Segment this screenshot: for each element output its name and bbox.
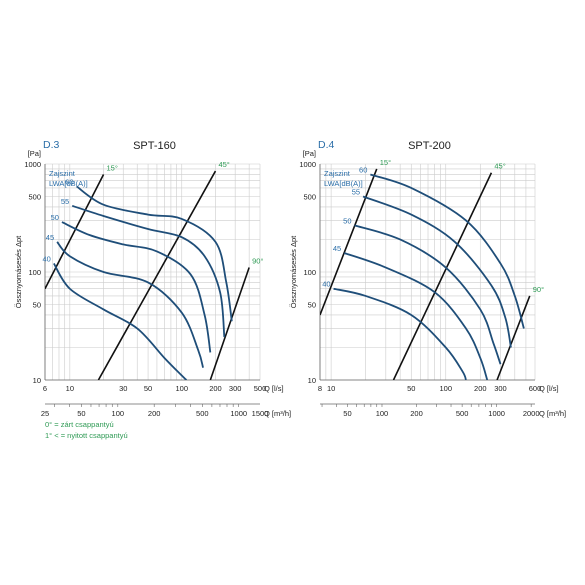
x-tick-label: 500 <box>254 384 267 393</box>
x2-tick-label: 500 <box>196 409 209 418</box>
grid <box>319 163 536 381</box>
noise-label-50: 50 <box>51 213 59 222</box>
legend-sub: LWA[dB(A)] <box>324 179 363 188</box>
x2-tick-label: 200 <box>148 409 161 418</box>
noise-label-60: 60 <box>65 177 73 186</box>
noise-label-45: 45 <box>333 244 341 253</box>
noise-label-55: 55 <box>61 197 69 206</box>
x2-axis-label: Q [m³/h] <box>539 409 566 418</box>
damper-notes: 0° = zárt csappantyú 1° < = nyitott csap… <box>45 420 128 440</box>
chart-panel-spt-160: D.3 SPT-160 [Pa] Össznyomásesés Δpt 10 50 100 5… <box>14 139 291 418</box>
x-tick-label: 50 <box>144 384 152 393</box>
x-tick-label: 30 <box>119 384 127 393</box>
x-tick-label: 100 <box>176 384 189 393</box>
damper-line-1 <box>392 172 493 380</box>
noise-curve-55 <box>71 204 226 338</box>
damper-line-0 <box>320 168 378 316</box>
damper-line-2 <box>496 295 531 380</box>
x-tick-label: 8 <box>318 384 322 393</box>
legend-sub: LWA[dB(A)] <box>49 179 88 188</box>
y-tick-label: 1000 <box>24 160 41 169</box>
plot-area <box>45 170 250 380</box>
x2-tick-label: 50 <box>343 409 351 418</box>
x2-tick-label: 2000 <box>523 409 540 418</box>
y-tick-label: 50 <box>308 301 316 310</box>
noise-curve-55 <box>362 195 512 348</box>
x-axis-label: Q [l/s] <box>539 384 559 393</box>
x-tick-label: 10 <box>66 384 74 393</box>
x-tick-label: 200 <box>474 384 487 393</box>
noise-curve-60 <box>370 173 525 329</box>
x2-tick-label: 1000 <box>230 409 247 418</box>
x2-tick-label: 200 <box>410 409 423 418</box>
x-tick-label: 6 <box>43 384 47 393</box>
noise-curve-50 <box>354 224 502 365</box>
noise-label-60: 60 <box>359 165 367 174</box>
y-tick-label: 100 <box>303 268 316 277</box>
chart-title: SPT-160 <box>133 140 176 152</box>
x2-tick-label: 25 <box>41 409 49 418</box>
chart-id: D.3 <box>43 139 60 151</box>
y-tick-label: 50 <box>33 301 41 310</box>
x-axis-label: Q [l/s] <box>264 384 284 393</box>
noise-curve-40 <box>333 287 467 380</box>
x-tick-label: 300 <box>494 384 507 393</box>
noise-label-50: 50 <box>343 216 351 225</box>
y-tick-label: 1000 <box>299 160 316 169</box>
noise-curve-45 <box>56 241 204 368</box>
y-axis-label: Össznyomásesés Δpt <box>289 235 298 308</box>
chart-panel-spt-200: D.4 SPT-200 [Pa] Össznyomásesés Δpt 10 50 100 5… <box>289 139 566 418</box>
noise-label-45: 45 <box>46 233 54 242</box>
angle-label-1: 45° <box>218 160 229 169</box>
angle-label-0: 15° <box>107 163 118 172</box>
y-tick-label: 10 <box>308 376 316 385</box>
x2-tick-label: 1000 <box>488 409 505 418</box>
x2-tick-label: 500 <box>456 409 469 418</box>
noise-label-40: 40 <box>43 254 51 263</box>
legend-title: Zajszint <box>49 169 76 178</box>
noise-label-40: 40 <box>322 280 330 289</box>
plot-area <box>320 168 531 380</box>
note-open-damper: 1° < = nyitott csappantyú <box>45 431 128 440</box>
x2-axis-label: Q [m³/h] <box>264 409 291 418</box>
y-axis-label: Össznyomásesés Δpt <box>14 235 23 308</box>
x-tick-label: 100 <box>440 384 453 393</box>
chart-title: SPT-200 <box>408 140 451 152</box>
x2-tick-label: 1500 <box>252 409 269 418</box>
damper-line-2 <box>209 267 250 380</box>
noise-curve-60 <box>76 185 233 322</box>
y-tick-label: 10 <box>33 376 41 385</box>
x2-tick-label: 100 <box>376 409 389 418</box>
chart-id: D.4 <box>318 139 335 151</box>
note-closed-damper: 0° = zárt csappantyú <box>45 420 114 429</box>
angle-label-2: 90° <box>533 285 544 294</box>
angle-label-1: 45° <box>494 162 505 171</box>
x2-tick-label: 100 <box>112 409 125 418</box>
noise-curve-50 <box>61 221 212 353</box>
y-tick-label: 500 <box>28 193 41 202</box>
x-tick-label: 10 <box>327 384 335 393</box>
angle-label-2: 90° <box>252 257 263 266</box>
noise-curve-40 <box>53 262 188 380</box>
y-unit-label: [Pa] <box>303 149 316 158</box>
x-tick-label: 600 <box>529 384 542 393</box>
x-tick-label: 300 <box>229 384 242 393</box>
grid <box>44 163 261 381</box>
x-tick-label: 50 <box>407 384 415 393</box>
y-tick-label: 500 <box>303 193 316 202</box>
x-tick-label: 200 <box>209 384 222 393</box>
x2-tick-label: 50 <box>77 409 85 418</box>
angle-label-0: 15° <box>380 158 391 167</box>
noise-label-55: 55 <box>352 188 360 197</box>
noise-curve-45 <box>343 252 489 380</box>
damper-line-0 <box>45 174 105 290</box>
legend-title: Zajszint <box>324 169 351 178</box>
damper-line-1 <box>97 170 217 380</box>
y-tick-label: 100 <box>28 268 41 277</box>
y-unit-label: [Pa] <box>28 149 41 158</box>
